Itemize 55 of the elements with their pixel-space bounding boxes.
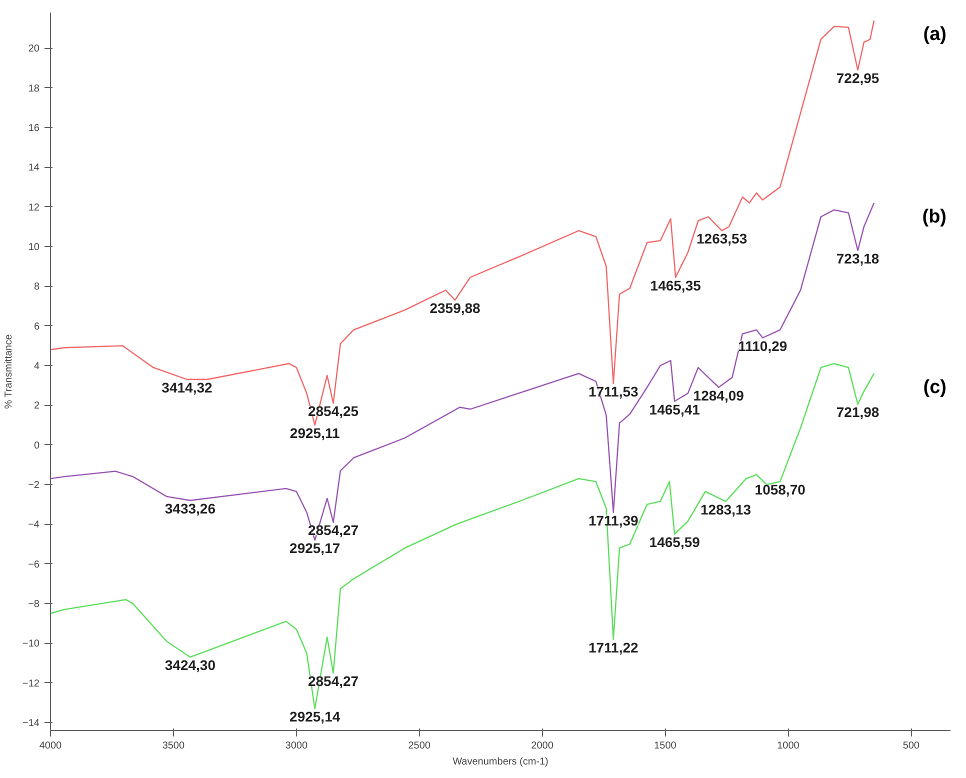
x-tick-label: 500 <box>902 740 920 752</box>
annotation: 1465,59 <box>649 534 700 550</box>
annotation: 3433,26 <box>164 500 216 516</box>
y-tick-label: −14 <box>22 718 40 730</box>
annotation: 2925,17 <box>290 540 340 556</box>
annotation: 721,98 <box>836 404 880 420</box>
y-tick-label: 8 <box>34 282 40 293</box>
y-tick-label: −2 <box>28 480 40 492</box>
x-tick-label: 3000 <box>285 740 308 752</box>
x-tick-label: 1000 <box>777 740 800 752</box>
annotation: 2854,25 <box>308 403 359 420</box>
y-tick-label: 4 <box>34 361 40 372</box>
y-tick-label: 16 <box>28 123 40 134</box>
annotation: 1711,22 <box>588 639 638 656</box>
x-tick-label: 2500 <box>408 740 431 752</box>
text: (b) <box>922 206 947 228</box>
y-axis-title: % Transmittance <box>4 334 15 409</box>
y-tick-label: −10 <box>22 638 40 650</box>
y-tick-label: 10 <box>28 242 40 254</box>
y-tick-label: 20 <box>28 44 40 55</box>
y-tick-label: −12 <box>22 678 40 690</box>
annotation: 2854,27 <box>308 672 359 689</box>
annotation: 1058,70 <box>754 482 806 498</box>
annotation: 1711,39 <box>588 512 638 528</box>
y-tick-label: 6 <box>34 321 40 332</box>
y-tick-label: 0 <box>34 440 40 452</box>
y-tick-label: 2 <box>34 400 40 412</box>
annotation: 722,95 <box>836 70 880 86</box>
annotation: 1465,35 <box>650 277 702 294</box>
y-tick-label: 12 <box>28 202 40 214</box>
annotation: 2359,88 <box>430 300 481 316</box>
annotation: 723,18 <box>836 250 880 267</box>
y-tick-label: −6 <box>28 559 40 570</box>
annotation: 2925,14 <box>290 708 340 725</box>
annotation: 1284,09 <box>693 387 744 404</box>
annotation: 1465,41 <box>649 401 700 418</box>
x-axis-title: Wavenumbers (cm-1) <box>452 756 548 768</box>
annotation: 3414,32 <box>162 379 212 396</box>
annotation: 1283,13 <box>700 501 752 518</box>
x-tick-label: 1500 <box>654 740 677 752</box>
text: (c) <box>923 376 947 398</box>
y-tick-label: −4 <box>28 520 40 531</box>
annotation: 1263,53 <box>696 230 748 247</box>
y-tick-label: −8 <box>28 599 40 610</box>
y-tick-label: 18 <box>28 83 40 94</box>
annotation: 1711,53 <box>588 383 638 400</box>
x-tick-label: 4000 <box>39 740 62 752</box>
x-tick-label: 2000 <box>531 740 554 752</box>
annotation: 2854,27 <box>308 522 359 538</box>
annotation: 2925,11 <box>290 425 340 442</box>
annotation: 1110,29 <box>738 338 788 354</box>
x-tick-label: 3500 <box>162 740 186 752</box>
annotation: 3424,30 <box>164 657 216 674</box>
text: (a) <box>923 24 947 45</box>
y-tick-label: 14 <box>28 162 40 174</box>
